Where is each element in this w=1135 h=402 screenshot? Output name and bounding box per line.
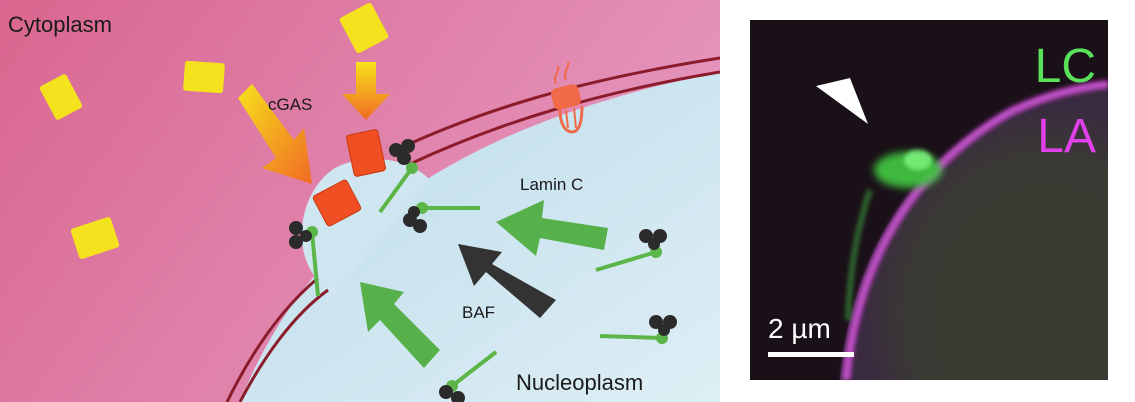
- influx-arrow-diagonal: [238, 84, 312, 184]
- dna-fragment: [183, 60, 225, 94]
- cgas-molecules: [312, 129, 386, 227]
- rupture-arrowhead-icon: [816, 78, 868, 124]
- lamin-baf-complexes: [289, 139, 677, 402]
- lamin-c-arrow-lower: [360, 282, 440, 368]
- dna-fragment: [70, 217, 120, 259]
- nuclear-envelope: [225, 56, 720, 402]
- cgas-molecule: [312, 179, 362, 227]
- cgas-label: cGAS: [268, 95, 312, 114]
- influx-arrow-down: [342, 62, 390, 120]
- nucleoplasm-label: Nucleoplasm: [516, 370, 643, 395]
- lamin-c-arrow-upper: [496, 200, 608, 256]
- nuclear-rupture-diagram: Cytoplasm cGAS Lamin C BAF Nucleoplasm: [0, 0, 720, 402]
- baf-arrow: [458, 244, 556, 318]
- scale-bar: [768, 352, 854, 357]
- nucleus-body: [840, 82, 1108, 380]
- dna-influx-arrows: [238, 62, 390, 184]
- lamin-c-arrows: [360, 200, 608, 368]
- lc-channel-label: LC: [1035, 40, 1096, 93]
- lamin-c-label: Lamin C: [520, 175, 583, 194]
- scale-bar-label: 2 µm: [768, 313, 831, 344]
- cytoplasm-label: Cytoplasm: [8, 12, 112, 37]
- dna-fragments: [39, 2, 389, 259]
- cgas-molecule: [346, 129, 386, 177]
- la-channel-label: LA: [1037, 110, 1096, 163]
- fluorescence-micrograph: LC LA 2 µm: [750, 20, 1108, 380]
- nucleus-region: [240, 72, 720, 402]
- dna-fragment: [39, 74, 83, 120]
- baf-label: BAF: [462, 303, 495, 322]
- pore-icon: [551, 61, 584, 134]
- dna-fragment: [339, 2, 389, 54]
